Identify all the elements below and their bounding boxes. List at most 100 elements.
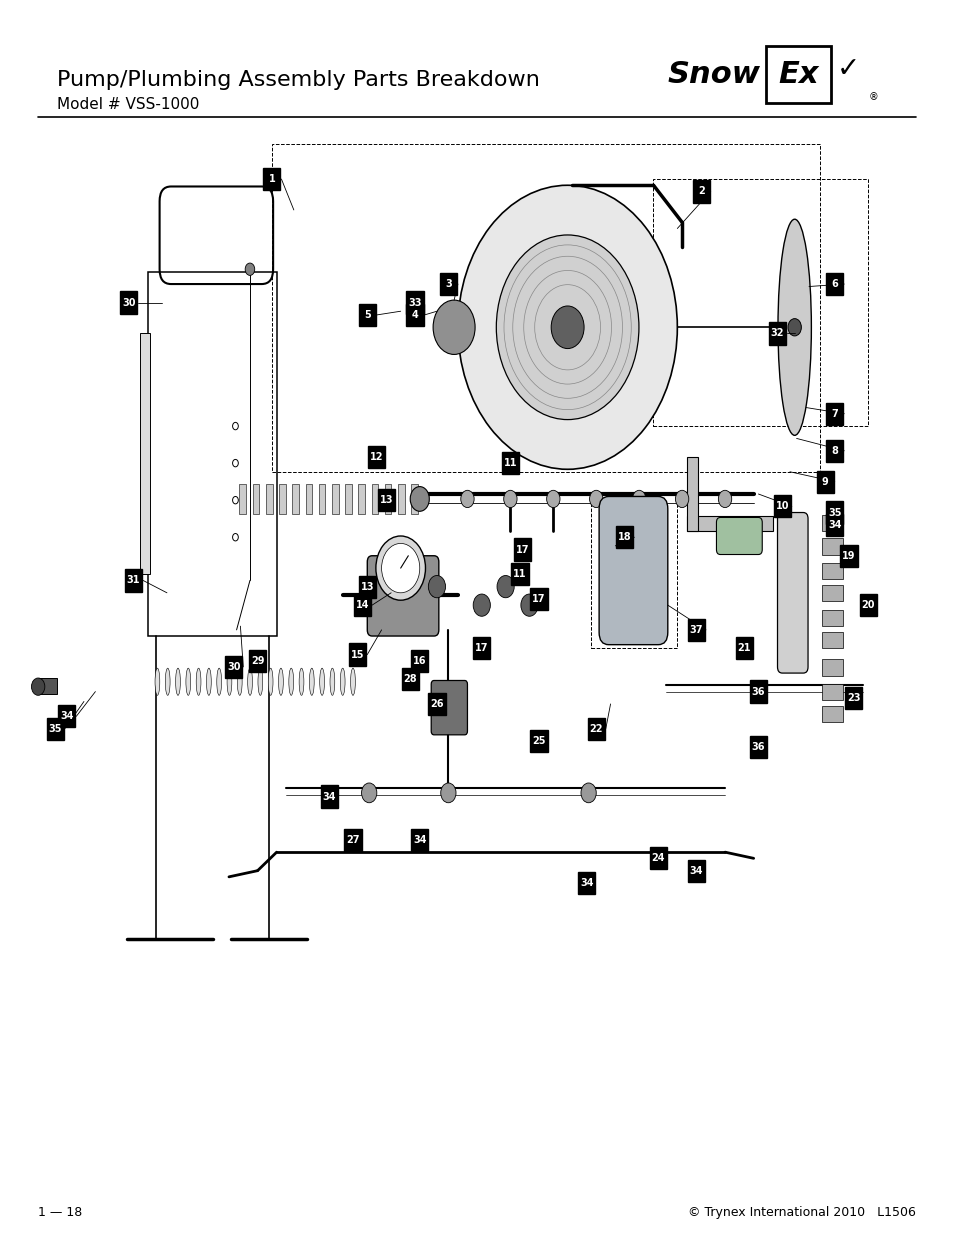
Text: Model # VSS-1000: Model # VSS-1000: [57, 98, 199, 112]
Bar: [38, 678, 57, 694]
Ellipse shape: [216, 668, 221, 695]
Bar: [825, 514, 842, 536]
Circle shape: [632, 490, 645, 508]
Bar: [140, 333, 150, 574]
Circle shape: [245, 263, 254, 275]
Ellipse shape: [340, 668, 345, 695]
Bar: [411, 829, 428, 851]
Text: 3: 3: [444, 279, 452, 289]
Text: 1: 1: [268, 174, 275, 184]
Circle shape: [546, 490, 559, 508]
Bar: [292, 484, 298, 514]
Bar: [239, 484, 246, 514]
Ellipse shape: [248, 668, 253, 695]
Ellipse shape: [278, 668, 283, 695]
Bar: [263, 168, 280, 190]
Bar: [358, 304, 375, 326]
Bar: [749, 680, 766, 703]
Text: 14: 14: [355, 600, 369, 610]
Bar: [384, 484, 391, 514]
Text: 21: 21: [737, 643, 750, 653]
Text: 34: 34: [60, 711, 73, 721]
Bar: [428, 693, 445, 715]
Ellipse shape: [227, 668, 232, 695]
Bar: [371, 484, 377, 514]
Ellipse shape: [196, 668, 201, 695]
Text: 34: 34: [579, 878, 593, 888]
Circle shape: [675, 490, 688, 508]
Text: 11: 11: [503, 458, 517, 468]
Circle shape: [361, 783, 376, 803]
Text: 4: 4: [411, 310, 418, 320]
FancyBboxPatch shape: [431, 680, 467, 735]
Bar: [687, 860, 704, 882]
Text: 12: 12: [370, 452, 383, 462]
Bar: [821, 684, 842, 700]
Text: © Trynex International 2010   L1506: © Trynex International 2010 L1506: [687, 1207, 915, 1219]
Bar: [616, 526, 633, 548]
Ellipse shape: [777, 220, 810, 436]
Circle shape: [428, 576, 445, 598]
Bar: [377, 489, 395, 511]
Ellipse shape: [175, 668, 180, 695]
Text: 5: 5: [363, 310, 371, 320]
Bar: [358, 576, 375, 598]
Bar: [825, 273, 842, 295]
Bar: [578, 872, 595, 894]
Circle shape: [787, 319, 801, 336]
FancyBboxPatch shape: [777, 513, 807, 673]
Bar: [406, 291, 423, 314]
Text: 34: 34: [322, 792, 335, 802]
Bar: [253, 484, 259, 514]
Circle shape: [580, 783, 596, 803]
Bar: [272, 144, 820, 472]
Text: 11: 11: [513, 569, 526, 579]
Bar: [514, 538, 531, 561]
Circle shape: [31, 678, 45, 695]
Text: 26: 26: [430, 699, 443, 709]
Ellipse shape: [154, 668, 159, 695]
Bar: [318, 484, 325, 514]
Ellipse shape: [330, 668, 335, 695]
Bar: [649, 847, 666, 869]
Circle shape: [497, 576, 514, 598]
Bar: [687, 619, 704, 641]
Bar: [354, 594, 371, 616]
Bar: [411, 484, 417, 514]
Circle shape: [496, 235, 639, 420]
Bar: [591, 494, 677, 648]
Text: 20: 20: [861, 600, 874, 610]
Bar: [266, 484, 273, 514]
Bar: [587, 718, 604, 740]
Bar: [344, 829, 361, 851]
Bar: [501, 452, 518, 474]
Ellipse shape: [268, 668, 273, 695]
Bar: [125, 569, 142, 592]
Circle shape: [473, 594, 490, 616]
Text: 7: 7: [830, 409, 838, 419]
Bar: [735, 637, 752, 659]
Ellipse shape: [299, 668, 304, 695]
Text: 34: 34: [689, 866, 702, 876]
Text: 34: 34: [827, 520, 841, 530]
Bar: [821, 706, 842, 722]
Bar: [225, 656, 242, 678]
Text: 24: 24: [651, 853, 664, 863]
Bar: [439, 273, 456, 295]
Ellipse shape: [309, 668, 314, 695]
Bar: [821, 610, 842, 626]
FancyBboxPatch shape: [716, 517, 761, 555]
Text: 17: 17: [532, 594, 545, 604]
Bar: [825, 440, 842, 462]
Text: Pump/Plumbing Assembly Parts Breakdown: Pump/Plumbing Assembly Parts Breakdown: [57, 70, 539, 90]
Bar: [821, 515, 842, 531]
Circle shape: [460, 490, 474, 508]
Text: 34: 34: [413, 835, 426, 845]
Bar: [58, 705, 75, 727]
Text: 33: 33: [408, 298, 421, 308]
Bar: [368, 446, 385, 468]
Bar: [148, 272, 276, 636]
Bar: [840, 545, 857, 567]
Text: 16: 16: [413, 656, 426, 666]
Circle shape: [433, 300, 475, 354]
